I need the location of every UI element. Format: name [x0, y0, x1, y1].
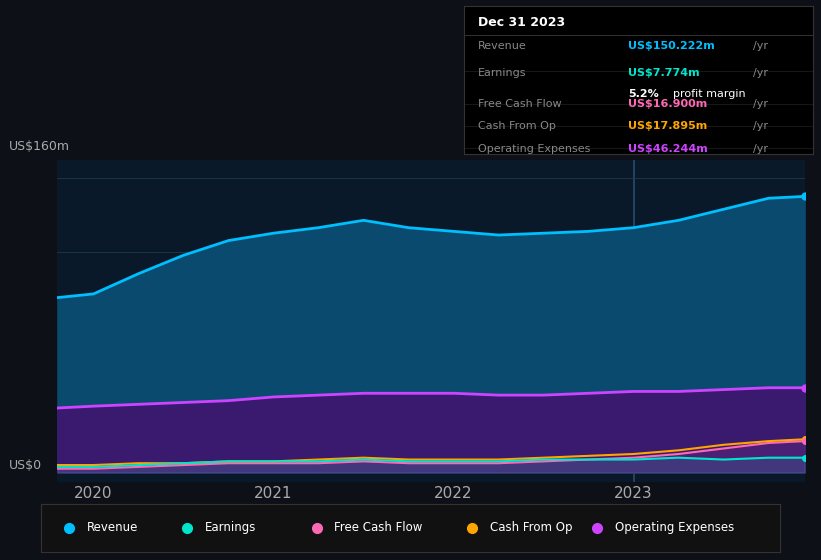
Text: US$150.222m: US$150.222m — [628, 41, 714, 51]
Text: Earnings: Earnings — [205, 521, 256, 534]
Text: US$0: US$0 — [9, 459, 42, 472]
Text: Free Cash Flow: Free Cash Flow — [478, 99, 562, 109]
Text: Revenue: Revenue — [478, 41, 526, 51]
Text: 5.2%: 5.2% — [628, 88, 658, 99]
Text: Cash From Op: Cash From Op — [489, 521, 572, 534]
Text: US$160m: US$160m — [9, 140, 70, 153]
Text: US$16.900m: US$16.900m — [628, 99, 707, 109]
Text: /yr: /yr — [754, 68, 768, 78]
Text: Earnings: Earnings — [478, 68, 526, 78]
Text: /yr: /yr — [754, 143, 768, 153]
Text: Cash From Op: Cash From Op — [478, 122, 556, 132]
Text: Free Cash Flow: Free Cash Flow — [334, 521, 423, 534]
Text: US$46.244m: US$46.244m — [628, 143, 708, 153]
Text: US$17.895m: US$17.895m — [628, 122, 707, 132]
Text: Revenue: Revenue — [87, 521, 138, 534]
Text: US$7.774m: US$7.774m — [628, 68, 699, 78]
Text: profit margin: profit margin — [673, 88, 745, 99]
Text: Dec 31 2023: Dec 31 2023 — [478, 16, 565, 29]
Text: Operating Expenses: Operating Expenses — [615, 521, 735, 534]
Text: /yr: /yr — [754, 122, 768, 132]
Text: /yr: /yr — [754, 99, 768, 109]
Text: /yr: /yr — [754, 41, 768, 51]
Text: Operating Expenses: Operating Expenses — [478, 143, 590, 153]
